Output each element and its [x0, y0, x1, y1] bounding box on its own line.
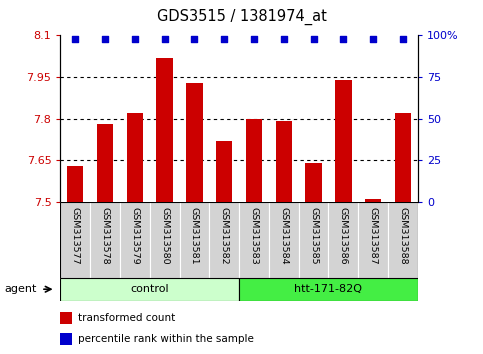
Bar: [216, 141, 232, 202]
Point: [250, 36, 258, 41]
FancyBboxPatch shape: [60, 202, 90, 278]
FancyBboxPatch shape: [120, 202, 150, 278]
Text: GSM313580: GSM313580: [160, 207, 169, 265]
FancyBboxPatch shape: [239, 202, 269, 278]
Text: GSM313581: GSM313581: [190, 207, 199, 265]
Text: GSM313585: GSM313585: [309, 207, 318, 265]
FancyBboxPatch shape: [269, 202, 298, 278]
Point: [220, 36, 228, 41]
Bar: [60, 312, 72, 324]
Bar: [127, 113, 143, 202]
FancyBboxPatch shape: [239, 278, 418, 301]
Bar: [156, 58, 173, 202]
Text: GSM313588: GSM313588: [398, 207, 407, 265]
Text: transformed count: transformed count: [78, 313, 175, 323]
Text: control: control: [130, 284, 169, 295]
FancyBboxPatch shape: [60, 278, 239, 301]
FancyBboxPatch shape: [150, 202, 180, 278]
FancyBboxPatch shape: [180, 202, 209, 278]
Point: [340, 36, 347, 41]
Bar: [335, 80, 352, 202]
FancyBboxPatch shape: [358, 202, 388, 278]
Bar: [395, 113, 411, 202]
Point: [101, 36, 109, 41]
Text: percentile rank within the sample: percentile rank within the sample: [78, 335, 254, 344]
Bar: [97, 124, 113, 202]
Text: GSM313577: GSM313577: [71, 207, 80, 265]
Point: [310, 36, 317, 41]
Text: htt-171-82Q: htt-171-82Q: [295, 284, 362, 295]
Text: GSM313579: GSM313579: [130, 207, 139, 265]
Point: [71, 36, 79, 41]
Text: GDS3515 / 1381974_at: GDS3515 / 1381974_at: [156, 9, 327, 25]
FancyBboxPatch shape: [90, 202, 120, 278]
Bar: [365, 199, 381, 202]
Bar: [246, 119, 262, 202]
Text: GSM313586: GSM313586: [339, 207, 348, 265]
Point: [191, 36, 199, 41]
Point: [399, 36, 407, 41]
Point: [280, 36, 288, 41]
FancyBboxPatch shape: [328, 202, 358, 278]
Bar: [305, 163, 322, 202]
Point: [369, 36, 377, 41]
Point: [161, 36, 169, 41]
Text: GSM313582: GSM313582: [220, 207, 228, 265]
FancyBboxPatch shape: [298, 202, 328, 278]
Bar: [60, 333, 72, 346]
Text: GSM313583: GSM313583: [250, 207, 258, 265]
FancyBboxPatch shape: [209, 202, 239, 278]
Text: agent: agent: [5, 284, 37, 294]
Text: GSM313578: GSM313578: [100, 207, 110, 265]
Bar: [186, 82, 202, 202]
Text: GSM313584: GSM313584: [279, 207, 288, 265]
Bar: [67, 166, 84, 202]
Bar: [276, 121, 292, 202]
Point: [131, 36, 139, 41]
FancyBboxPatch shape: [388, 202, 418, 278]
Text: GSM313587: GSM313587: [369, 207, 378, 265]
